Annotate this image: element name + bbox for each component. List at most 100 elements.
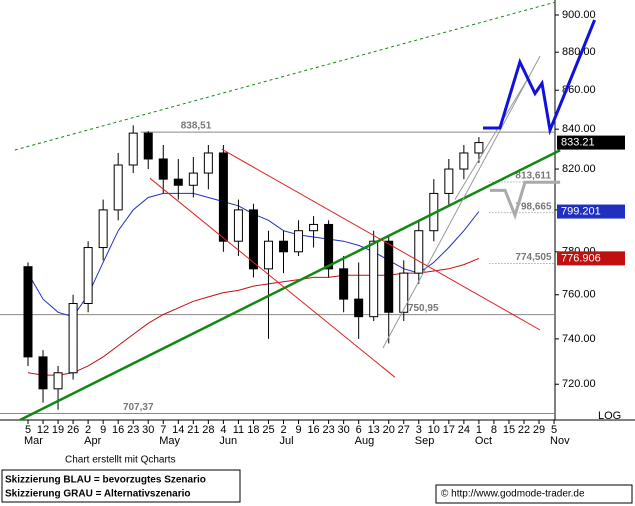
candle-body	[203, 152, 213, 174]
candle-body	[339, 268, 349, 300]
legend-note: Skizzierung GRAU = Alternativszenario	[5, 489, 191, 500]
x-tick-label: 10	[428, 424, 440, 436]
candle-body	[128, 132, 138, 166]
candle-body	[23, 266, 33, 358]
candle-body	[263, 240, 273, 270]
x-tick-label: 7	[160, 424, 166, 436]
x-tick-label: 15	[503, 424, 515, 436]
x-tick-label: 12	[37, 424, 49, 436]
y-tick-label: 740.00	[562, 333, 596, 345]
month-label: Nov	[550, 435, 570, 447]
candle-body	[384, 240, 394, 313]
x-tick-label: 1	[476, 424, 482, 436]
x-tick-label: 23	[127, 424, 139, 436]
y-tick-label: 720.00	[562, 378, 596, 390]
x-tick-label: 30	[142, 424, 154, 436]
candle-body	[173, 178, 183, 186]
x-tick-label: 6	[356, 424, 362, 436]
candle-body	[248, 209, 258, 270]
last-value-label: 776.906	[561, 252, 601, 264]
last-value-box	[557, 204, 625, 219]
candle-body	[233, 209, 243, 242]
candle-body	[369, 240, 379, 318]
x-tick-label: 2	[280, 424, 286, 436]
candle-body	[113, 164, 123, 211]
level-label: 750,95	[408, 303, 439, 314]
x-tick-label: 19	[52, 424, 64, 436]
candle-body	[68, 302, 78, 374]
candle-body	[279, 240, 289, 253]
last-value-label: 799.201	[561, 205, 601, 217]
scale-label: LOG	[598, 410, 621, 422]
month-label: Oct	[475, 435, 492, 447]
source: © http://www.godmode-trader.de	[441, 489, 585, 500]
x-tick-label: 11	[233, 424, 244, 436]
candle-body	[474, 142, 484, 154]
level-label: 813,611	[515, 171, 551, 182]
level-label: 774,505	[515, 252, 552, 263]
y-tick-label: 860.00	[562, 84, 596, 96]
x-tick-label: 24	[458, 424, 470, 436]
month-label: Jun	[219, 435, 237, 447]
x-tick-label: 22	[518, 424, 530, 436]
x-tick-label: 26	[67, 424, 79, 436]
month-label: Aug	[355, 435, 375, 447]
y-tick-label: 840.00	[562, 123, 596, 135]
candle-body	[83, 247, 93, 304]
trend-line	[490, 180, 561, 220]
x-tick-label: 5	[25, 424, 31, 436]
candle-body	[414, 230, 424, 274]
level-label: 707,37	[123, 402, 154, 413]
note: Chart erstellt mit Qcharts	[65, 455, 176, 466]
x-tick-label: 9	[295, 424, 301, 436]
x-tick-label: 4	[220, 424, 226, 436]
x-tick-label: 20	[383, 424, 395, 436]
x-tick-label: 28	[202, 424, 214, 436]
candle-body	[53, 372, 63, 390]
y-tick-label: 900.00	[562, 9, 596, 21]
x-tick-label: 21	[187, 424, 199, 436]
level-label: 798,665	[515, 201, 552, 212]
x-tick-label: 25	[262, 424, 274, 436]
x-tick-label: 23	[322, 424, 334, 436]
x-tick-label: 9	[100, 424, 106, 436]
y-tick-label: 820.00	[562, 163, 596, 175]
x-tick-label: 27	[398, 424, 410, 436]
candle-body	[399, 272, 409, 313]
last-value-box	[557, 251, 625, 266]
candle-body	[143, 132, 153, 160]
candle-body	[444, 168, 454, 194]
x-tick-label: 3	[416, 424, 422, 436]
legend-box	[1, 469, 241, 503]
x-tick-label: 29	[533, 424, 545, 436]
candle-body	[294, 230, 304, 253]
y-tick-label: 880.00	[562, 46, 596, 58]
x-tick-label: 13	[368, 424, 380, 436]
x-tick-label: 16	[307, 424, 319, 436]
x-tick-label: 5	[551, 424, 557, 436]
x-tick-label: 30	[338, 424, 350, 436]
y-tick-label: 760.00	[562, 289, 596, 301]
x-tick-label: 14	[172, 424, 184, 436]
last-value-label: 833.21	[561, 136, 595, 148]
source-box	[435, 484, 633, 504]
month-label: Sep	[415, 435, 435, 447]
candle-body	[324, 223, 334, 270]
last-value-box	[557, 135, 625, 150]
candle-body	[354, 298, 364, 318]
candle-body	[218, 152, 228, 242]
trend-line	[483, 19, 596, 136]
x-tick-label: 16	[112, 424, 124, 436]
candle-body	[459, 152, 469, 170]
month-label: Apr	[84, 435, 101, 447]
candle-body	[38, 356, 48, 390]
candle-body	[98, 209, 108, 249]
x-tick-label: 18	[247, 424, 259, 436]
x-tick-label: 17	[443, 424, 455, 436]
trend-line	[454, 74, 531, 200]
candle-body	[158, 158, 168, 180]
candle-body	[309, 223, 319, 232]
x-tick-label: 2	[85, 424, 91, 436]
trend-line	[221, 148, 541, 331]
